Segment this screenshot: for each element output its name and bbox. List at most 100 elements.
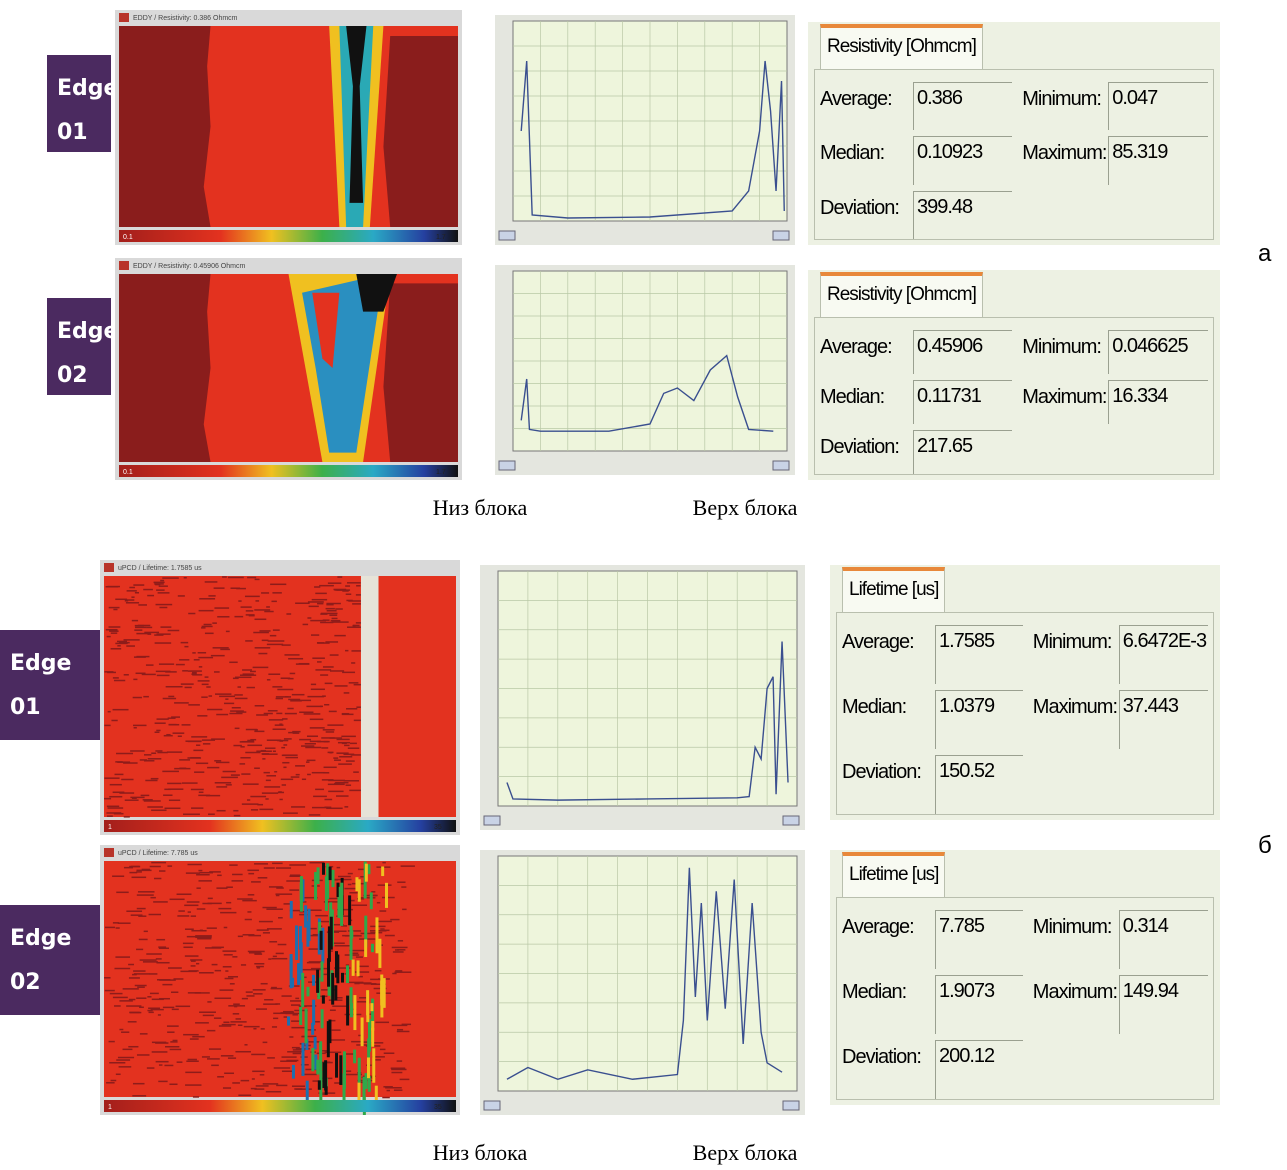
stat-label: Deviation: bbox=[820, 197, 899, 220]
map-speck bbox=[323, 729, 335, 731]
map-speck bbox=[140, 1033, 148, 1035]
map-speck bbox=[144, 754, 151, 756]
map-speck bbox=[329, 614, 337, 616]
map-speck bbox=[317, 741, 330, 743]
map-speck bbox=[332, 1005, 347, 1007]
map-speck bbox=[167, 783, 181, 785]
map-speck bbox=[272, 863, 283, 865]
map-speck bbox=[224, 927, 228, 929]
map-speck bbox=[116, 1059, 130, 1061]
map-speck bbox=[181, 683, 194, 685]
map-speck bbox=[263, 1083, 279, 1085]
map-speck bbox=[104, 798, 111, 800]
map-speck bbox=[248, 951, 265, 953]
map-speck bbox=[249, 952, 261, 954]
map-speck bbox=[188, 1059, 197, 1061]
stats-panel: Resistivity [Ohmcm]Average:0.45906Minimu… bbox=[808, 270, 1220, 480]
map-speck bbox=[278, 944, 287, 946]
stats-panel: Lifetime [us]Average:7.785Minimum:0.314M… bbox=[830, 850, 1220, 1105]
map-speck bbox=[202, 684, 209, 686]
map-speck bbox=[304, 905, 307, 927]
map-speck bbox=[330, 654, 339, 656]
stat-label: Median: bbox=[820, 142, 884, 165]
map-speck bbox=[213, 647, 229, 649]
map-speck bbox=[115, 956, 130, 958]
map-speck bbox=[226, 886, 233, 888]
map-speck bbox=[242, 998, 248, 1000]
map-speck bbox=[339, 756, 352, 758]
edge-text: Edge bbox=[57, 67, 111, 111]
map-speck bbox=[262, 792, 278, 794]
map-speck bbox=[217, 810, 226, 812]
map-speck bbox=[356, 585, 360, 587]
map-speck bbox=[324, 704, 329, 706]
map-speck bbox=[282, 1056, 297, 1058]
map-speck bbox=[147, 595, 154, 597]
map-speck bbox=[220, 649, 230, 651]
map-speck bbox=[310, 620, 326, 622]
map-speck bbox=[262, 907, 276, 909]
map-speck bbox=[124, 639, 140, 641]
map-speck bbox=[323, 666, 334, 668]
map-speck bbox=[247, 799, 250, 801]
map-speck bbox=[372, 1048, 375, 1082]
map-speck bbox=[224, 1073, 234, 1075]
map-speck bbox=[279, 799, 282, 801]
stat-value: 0.046625 bbox=[1108, 330, 1208, 374]
stat-label: Average: bbox=[820, 336, 892, 359]
map-speck bbox=[183, 1034, 199, 1036]
map-speck bbox=[309, 961, 322, 963]
map-speck bbox=[276, 698, 283, 700]
map-view: EDDY / Resistivity: 0.45906 Ohmcm0.11.7 bbox=[115, 258, 462, 480]
map-speck bbox=[170, 899, 185, 901]
map-speck bbox=[193, 1096, 199, 1098]
map-speck bbox=[380, 928, 384, 930]
map-speck bbox=[130, 750, 145, 752]
map-speck bbox=[276, 1085, 287, 1087]
map-speck bbox=[302, 969, 319, 971]
map-speck bbox=[394, 971, 411, 973]
map-speck bbox=[288, 658, 303, 660]
map-speck bbox=[254, 767, 260, 769]
map-speck bbox=[267, 679, 270, 681]
map-speck bbox=[158, 946, 166, 948]
map-speck bbox=[264, 611, 273, 613]
map-speck bbox=[292, 694, 305, 696]
map-speck bbox=[115, 774, 124, 776]
map-speck bbox=[134, 727, 137, 729]
stat-label: Average: bbox=[820, 88, 892, 111]
map-speck bbox=[136, 673, 146, 675]
map-speck bbox=[377, 902, 380, 904]
map-speck bbox=[263, 1042, 268, 1044]
map-speck bbox=[329, 752, 332, 754]
caption: Верх блока bbox=[693, 495, 798, 521]
map-speck bbox=[119, 1066, 132, 1068]
map-speck bbox=[129, 999, 136, 1001]
map-speck bbox=[104, 977, 110, 979]
map-speck bbox=[318, 1080, 321, 1089]
map-speck bbox=[209, 871, 221, 873]
map-speck bbox=[107, 807, 123, 809]
map-speck bbox=[118, 922, 131, 924]
map-speck bbox=[392, 947, 408, 949]
edge-label: Edge02 bbox=[0, 905, 100, 1015]
map-speck bbox=[214, 671, 220, 673]
map-speck bbox=[109, 796, 122, 798]
stat-value: 0.386 bbox=[913, 82, 1012, 130]
map-speck bbox=[106, 812, 121, 814]
map-speck bbox=[335, 1053, 338, 1078]
map-speck bbox=[272, 958, 288, 960]
map-speck bbox=[155, 722, 166, 724]
map-speck bbox=[259, 921, 273, 923]
map-speck bbox=[350, 987, 353, 1005]
map-speck bbox=[133, 970, 145, 972]
edge-text: 02 bbox=[57, 354, 111, 398]
map-speck bbox=[274, 1067, 290, 1069]
map-speck bbox=[335, 608, 343, 610]
map-speck bbox=[346, 708, 357, 710]
scale-max: 1.7 bbox=[436, 469, 446, 476]
map-speck bbox=[307, 696, 324, 698]
map-title: uPCD / Lifetime: 7.785 us bbox=[118, 850, 198, 857]
map-speck bbox=[190, 959, 202, 961]
map-speck bbox=[281, 779, 293, 781]
